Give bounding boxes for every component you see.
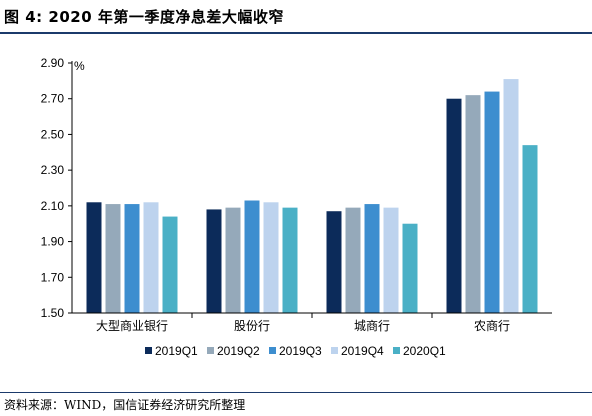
bar-2020Q1-2 xyxy=(402,223,418,313)
y-tick-label: 2.50 xyxy=(41,127,65,141)
category-labels: 大型商业银行 股份行 城商行 农商行 xyxy=(96,318,510,333)
y-axis-ticks: 1.50 1.70 1.90 2.10 2.30 2.50 2.70 2.90 xyxy=(41,56,72,320)
bar-2019Q3-0 xyxy=(124,204,140,313)
bar-2019Q3-3 xyxy=(484,91,500,313)
bar-2019Q3-2 xyxy=(364,204,380,313)
bar-2019Q2-3 xyxy=(465,95,481,314)
legend-label: 2019Q3 xyxy=(279,344,322,358)
bar-2020Q1-0 xyxy=(162,216,178,313)
bar-2019Q2-2 xyxy=(345,207,361,313)
bar-2019Q1-1 xyxy=(206,209,222,313)
bar-2019Q1-0 xyxy=(86,202,102,313)
legend: 2019Q1 2019Q2 2019Q3 2019Q4 2020Q1 xyxy=(145,344,446,358)
bar-2020Q1-1 xyxy=(282,207,298,313)
unit-label: % xyxy=(74,59,85,73)
category-label: 农商行 xyxy=(474,318,510,333)
y-tick-label: 2.10 xyxy=(41,199,65,213)
title-rule xyxy=(0,32,592,34)
y-tick-label: 1.50 xyxy=(41,306,65,320)
bars xyxy=(86,79,538,314)
bar-chart: % 1.50 1.70 1.90 2.10 2.30 2.50 2.70 2.90 大型商业银… xyxy=(41,56,552,358)
legend-swatch-2019Q3 xyxy=(269,347,276,354)
y-tick-label: 1.90 xyxy=(41,235,65,249)
source-note: 资料来源：WIND，国信证券经济研究所整理 xyxy=(4,398,246,412)
bar-2019Q3-1 xyxy=(244,200,260,313)
category-label: 城商行 xyxy=(354,318,390,333)
bar-2019Q2-0 xyxy=(105,204,121,313)
bar-2020Q1-3 xyxy=(522,145,538,313)
y-tick-label: 2.70 xyxy=(41,92,65,106)
bar-2019Q4-3 xyxy=(503,79,519,313)
bar-2019Q4-0 xyxy=(143,202,159,313)
bar-2019Q4-2 xyxy=(383,207,399,313)
bar-2019Q4-1 xyxy=(263,202,279,313)
legend-swatch-2019Q1 xyxy=(145,347,152,354)
bar-2019Q1-2 xyxy=(326,211,342,313)
y-tick-label: 2.90 xyxy=(41,56,65,70)
legend-label: 2019Q4 xyxy=(341,344,384,358)
legend-swatch-2019Q4 xyxy=(331,347,338,354)
legend-swatch-2020Q1 xyxy=(393,347,400,354)
y-tick-label: 2.30 xyxy=(41,163,65,177)
category-label: 股份行 xyxy=(234,319,270,333)
legend-label: 2020Q1 xyxy=(403,344,446,358)
bar-2019Q1-3 xyxy=(446,98,462,313)
source-rule xyxy=(0,392,592,393)
axes xyxy=(71,61,552,318)
legend-label: 2019Q2 xyxy=(217,344,260,358)
bar-2019Q2-1 xyxy=(225,207,241,313)
legend-label: 2019Q1 xyxy=(155,344,198,358)
figure-title: 图 4: 2020 年第一季度净息差大幅收窄 xyxy=(4,8,284,26)
category-label: 大型商业银行 xyxy=(96,318,168,333)
y-tick-label: 1.70 xyxy=(41,270,65,284)
legend-swatch-2019Q2 xyxy=(207,347,214,354)
